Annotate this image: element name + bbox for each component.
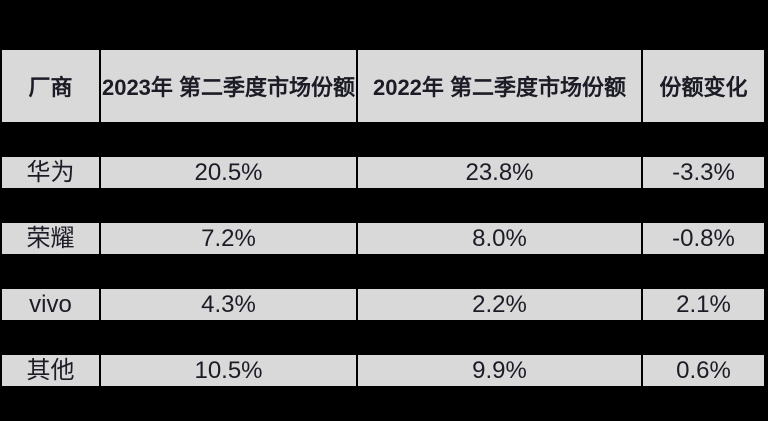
table-row-huawei: 华为 20.5% 23.8% -3.3% — [2, 157, 764, 188]
share-2022-cell: 8.0% — [358, 223, 641, 254]
header-row: 厂商 2023年 第二季度市场份额 2022年 第二季度市场份额 份额变化 — [2, 50, 764, 122]
col-header-vendor: 厂商 — [2, 50, 99, 122]
share-2022-cell: 2.2% — [358, 289, 641, 320]
vendor-cell: 华为 — [2, 157, 99, 188]
col-header-share-2022: 2022年 第二季度市场份额 — [358, 50, 641, 122]
table-row-honor: 荣耀 7.2% 8.0% -0.8% — [2, 223, 764, 254]
table-row-others: 其他 10.5% 9.9% 0.6% — [2, 355, 764, 386]
share-change-cell: 0.6% — [643, 355, 764, 386]
share-2023-cell: 7.2% — [101, 223, 356, 254]
share-2023-cell: 10.5% — [101, 355, 356, 386]
share-2023-cell: 4.3% — [101, 289, 356, 320]
share-change-cell: 2.1% — [643, 289, 764, 320]
vendor-cell: vivo — [2, 289, 99, 320]
share-2023-cell: 20.5% — [101, 157, 356, 188]
share-change-cell: -3.3% — [643, 157, 764, 188]
vendor-cell: 其他 — [2, 355, 99, 386]
vendor-cell: 荣耀 — [2, 223, 99, 254]
market-share-table: 厂商 2023年 第二季度市场份额 2022年 第二季度市场份额 份额变化 华为… — [0, 15, 766, 421]
col-header-share-2023: 2023年 第二季度市场份额 — [101, 50, 356, 122]
share-change-cell: -0.8% — [643, 223, 764, 254]
col-header-share-change: 份额变化 — [643, 50, 764, 122]
share-2022-cell: 23.8% — [358, 157, 641, 188]
share-2022-cell: 9.9% — [358, 355, 641, 386]
table-row-vivo: vivo 4.3% 2.2% 2.1% — [2, 289, 764, 320]
